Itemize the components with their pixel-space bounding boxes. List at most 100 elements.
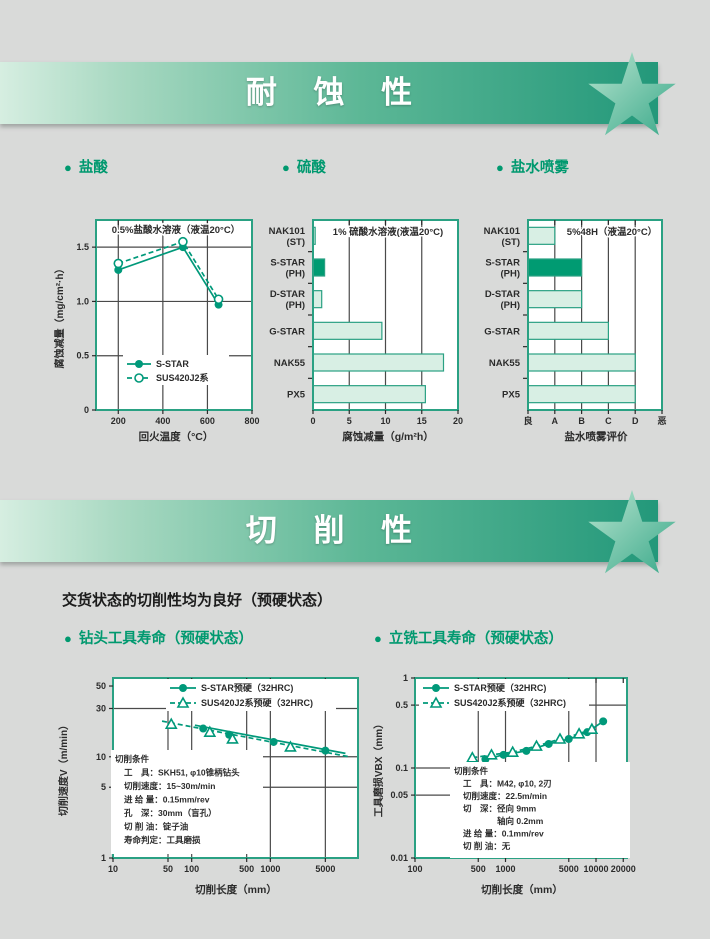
svg-text:(ST): (ST) <box>287 237 305 248</box>
star-icon <box>588 490 676 574</box>
svg-text:400: 400 <box>155 416 170 426</box>
svg-text:0.1: 0.1 <box>395 763 408 773</box>
svg-text:50: 50 <box>163 864 173 874</box>
svg-text:10: 10 <box>108 864 118 874</box>
bullet-icon: ● <box>496 160 504 175</box>
chart-endmill-tool-life: 100 500 1000 5000 10000 20000 1 0.5 0.1 0.05 0.01 切… <box>370 662 705 934</box>
svg-text:NAK101: NAK101 <box>484 226 521 237</box>
sulfuric-acid-svg: NAK101(ST)S-STAR(PH)D-STAR(PH)G-STARNAK5… <box>269 219 463 443</box>
machinability-intro-text: 交货状态的切削性均为良好（预硬状态） <box>62 592 333 609</box>
section-label: 立铣工具寿命（预硬状态） <box>388 631 563 647</box>
svg-text:1000: 1000 <box>260 864 280 874</box>
svg-text:S-STAR预硬（32HRC): S-STAR预硬（32HRC) <box>201 683 293 693</box>
svg-text:切削速度V（m/min）: 切削速度V（m/min） <box>57 720 70 816</box>
section-header-h2so4: ● 硫酸 <box>282 156 326 177</box>
chart-drill-tool-life: 10 50 100 500 1000 5000 50 30 10 5 1 切削长度（mm） 切削速度V（… <box>55 662 387 924</box>
svg-text:腐蚀减量（g/m²h）: 腐蚀减量（g/m²h） <box>342 430 434 443</box>
svg-text:D-STAR: D-STAR <box>270 289 305 300</box>
svg-text:0: 0 <box>310 416 315 426</box>
svg-text:D: D <box>632 416 639 426</box>
svg-text:B: B <box>578 416 585 426</box>
svg-text:600: 600 <box>200 416 215 426</box>
bullet-icon: ● <box>64 631 72 646</box>
svg-text:NAK101: NAK101 <box>269 226 306 237</box>
svg-text:(PH): (PH) <box>500 269 520 280</box>
svg-text:切削速度：15~30m/min: 切削速度：15~30m/min <box>124 781 215 791</box>
svg-text:100: 100 <box>407 864 422 874</box>
corrosion-banner: 耐 蚀 性 <box>0 62 658 124</box>
svg-text:回火温度（°C）: 回火温度（°C） <box>139 430 214 443</box>
section-label: 钻头工具寿命（预硬状态） <box>78 631 253 647</box>
svg-text:1.5: 1.5 <box>76 242 89 252</box>
chart-salt-spray: NAK101 (ST) S-STAR (PH) D-STAR (PH) G-STAR NAK5… <box>470 206 694 450</box>
svg-text:5000: 5000 <box>559 864 579 874</box>
chart-sulfuric-acid: NAK101 (ST) S-STAR (PH) D-STAR (PH) G-STAR NAK5… <box>258 206 470 450</box>
section-header-endmill-life: ● 立铣工具寿命（预硬状态） <box>374 627 563 648</box>
svg-text:工具磨损VBX（mm）: 工具磨损VBX（mm） <box>372 719 385 817</box>
chart-hydrochloric-acid: 200 400 600 800 1.5 1.0 0.5 0 0.5%盐酸水溶液（液温20°C） 回… <box>52 206 264 450</box>
svg-text:切 削 油：锭子油: 切 削 油：锭子油 <box>124 822 188 832</box>
svg-text:A: A <box>552 416 559 426</box>
bullet-icon: ● <box>374 631 382 646</box>
svg-text:PX5: PX5 <box>287 390 306 401</box>
svg-text:切 削 油：无: 切 削 油：无 <box>463 841 511 851</box>
svg-text:5%48H（液温20°C）: 5%48H（液温20°C） <box>567 226 657 238</box>
svg-text:SUS420J2系预硬（32HRC): SUS420J2系预硬（32HRC) <box>201 697 313 708</box>
svg-text:0.01: 0.01 <box>390 853 408 863</box>
svg-text:恶: 恶 <box>657 416 666 426</box>
svg-text:30: 30 <box>96 703 106 713</box>
svg-text:腐蚀减量（mg/cm²·h）: 腐蚀减量（mg/cm²·h） <box>53 264 66 369</box>
svg-text:0.5: 0.5 <box>76 351 89 361</box>
hydrochloric-acid-svg: 200 400 600 800 1.5 1.0 0.5 0 0.5%盐酸水溶液（液温20°C） 回… <box>53 219 260 443</box>
svg-text:C: C <box>605 416 612 426</box>
svg-text:NAK55: NAK55 <box>489 358 521 369</box>
svg-text:0: 0 <box>84 405 89 415</box>
svg-text:SUS420J2系预硬（32HRC): SUS420J2系预硬（32HRC) <box>454 697 566 708</box>
machinability-banner-title: 切 削 性 <box>245 513 427 548</box>
svg-text:切削长度（mm）: 切削长度（mm） <box>195 883 277 896</box>
svg-text:1: 1 <box>403 673 408 683</box>
svg-text:进 给 量：0.1mm/rev: 进 给 量：0.1mm/rev <box>463 829 544 839</box>
svg-text:10: 10 <box>380 416 390 426</box>
svg-text:20000: 20000 <box>611 864 636 874</box>
end-mill-tool-life-svg: 100 500 1000 5000 10000 20000 1 0.5 0.1 0.05 0.01 切… <box>372 673 636 896</box>
star-icon <box>588 52 676 136</box>
section-header-salt-spray: ● 盐水喷雾 <box>496 156 569 177</box>
svg-text:500: 500 <box>239 864 254 874</box>
svg-text:S-STAR预硬（32HRC): S-STAR预硬（32HRC) <box>454 683 546 693</box>
section-label: 硫酸 <box>296 160 326 176</box>
svg-text:15: 15 <box>417 416 427 426</box>
svg-text:S-STAR: S-STAR <box>156 359 189 369</box>
svg-text:切削长度（mm）: 切削长度（mm） <box>481 883 563 896</box>
svg-text:5: 5 <box>347 416 352 426</box>
bullet-icon: ● <box>282 160 290 175</box>
svg-text:切削速度：22.5m/min: 切削速度：22.5m/min <box>463 791 547 801</box>
svg-text:(PH): (PH) <box>285 269 305 280</box>
drill-tool-life-svg: 10 50 100 500 1000 5000 50 30 10 5 1 切削长度（mm） 切削速度V（… <box>57 677 359 896</box>
svg-text:G-STAR: G-STAR <box>269 326 305 337</box>
svg-text:10: 10 <box>96 752 106 762</box>
svg-text:工 具：M42, φ10, 2刃: 工 具：M42, φ10, 2刃 <box>463 779 552 789</box>
svg-text:(ST): (ST) <box>502 237 520 248</box>
svg-text:5: 5 <box>101 782 106 792</box>
svg-text:S-STAR: S-STAR <box>485 258 520 269</box>
svg-text:NAK55: NAK55 <box>274 358 306 369</box>
svg-text:1000: 1000 <box>495 864 515 874</box>
svg-text:S-STAR: S-STAR <box>270 258 305 269</box>
svg-text:工 具：SKH51, φ10锥柄钻头: 工 具：SKH51, φ10锥柄钻头 <box>124 768 240 778</box>
svg-text:D-STAR: D-STAR <box>485 289 520 300</box>
svg-text:1% 硫酸水溶液(液温20°C): 1% 硫酸水溶液(液温20°C) <box>333 226 443 238</box>
svg-text:孔 深：30mm（盲孔）: 孔 深：30mm（盲孔） <box>124 808 217 818</box>
svg-text:盐水喷雾评价: 盐水喷雾评价 <box>565 430 628 443</box>
svg-text:寿命判定：工具磨损: 寿命判定：工具磨损 <box>123 835 201 845</box>
svg-text:G-STAR: G-STAR <box>484 326 520 337</box>
svg-text:200: 200 <box>111 416 126 426</box>
svg-text:1.0: 1.0 <box>76 296 89 306</box>
svg-text:100: 100 <box>184 864 199 874</box>
svg-text:10000: 10000 <box>583 864 608 874</box>
section-label: 盐水喷雾 <box>510 160 569 176</box>
svg-text:良: 良 <box>523 415 532 426</box>
svg-text:PX5: PX5 <box>502 390 521 401</box>
section-header-hcl: ● 盐酸 <box>64 156 108 177</box>
